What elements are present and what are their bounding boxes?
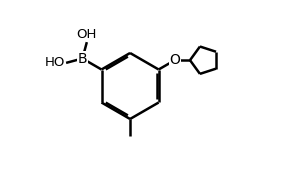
Text: B: B (78, 51, 87, 66)
Text: HO: HO (44, 56, 65, 69)
Text: O: O (169, 53, 180, 67)
Text: OH: OH (77, 28, 97, 41)
